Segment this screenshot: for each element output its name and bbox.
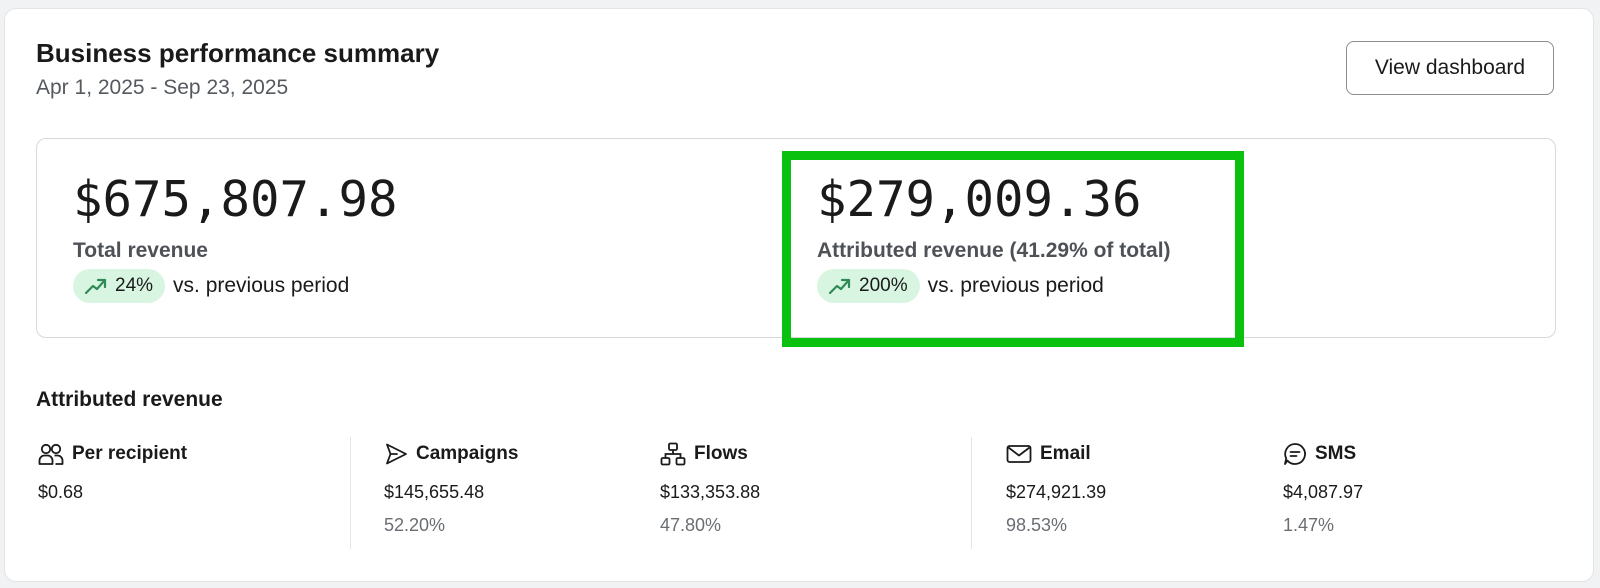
stat-per-recipient: Per recipient $0.68 <box>38 440 187 503</box>
stat-value: $274,921.39 <box>1006 482 1107 502</box>
send-icon <box>386 443 407 465</box>
highlight-box <box>782 151 1244 347</box>
stat-flows: Flows $133,353.88 47.80% <box>660 440 760 536</box>
stat-percentage: 98.53% <box>1006 515 1068 535</box>
change-value: 24% <box>115 275 154 296</box>
stat-email: Email $274,921.39 98.53% <box>1006 440 1106 536</box>
divider <box>350 437 351 549</box>
trending-up-icon <box>85 278 107 295</box>
date-range: Apr 1, 2025 - Sep 23, 2025 <box>36 76 289 99</box>
revenue-metrics-panel: $675,807.98 Total revenue 24% vs. previo… <box>36 138 1556 338</box>
stat-label: SMS <box>1315 443 1357 464</box>
view-dashboard-button[interactable]: View dashboard <box>1346 41 1554 95</box>
change-badge: 200% <box>817 269 920 303</box>
stat-value: $4,087.97 <box>1283 482 1364 502</box>
attributed-revenue-value: $279,009.36 <box>817 171 1142 228</box>
stat-label: Campaigns <box>416 443 519 464</box>
divider <box>971 437 972 549</box>
change-value: 200% <box>859 275 908 296</box>
comparison-text: vs. previous period <box>927 274 1104 297</box>
card-title: Business performance summary <box>36 38 440 68</box>
stat-label: Per recipient <box>72 443 188 464</box>
stat-percentage: 52.20% <box>384 515 446 535</box>
stat-value: $145,655.48 <box>384 482 485 502</box>
stat-percentage: 1.47% <box>1283 515 1335 535</box>
business-performance-card <box>4 8 1594 582</box>
total-revenue-value: $675,807.98 <box>73 171 398 228</box>
total-revenue-label: Total revenue <box>73 239 208 262</box>
mail-icon <box>1006 445 1032 463</box>
stat-percentage: 47.80% <box>660 515 722 535</box>
comparison-text: vs. previous period <box>173 274 350 297</box>
stat-value: $0.68 <box>38 482 84 502</box>
attributed-revenue-section-title: Attributed revenue <box>36 388 223 411</box>
change-badge: 24% <box>73 269 166 303</box>
people-icon <box>38 443 64 465</box>
stat-label: Email <box>1040 443 1091 464</box>
attributed-revenue-change: 200% vs. previous period <box>817 269 1104 303</box>
stat-sms: SMS $4,087.97 1.47% <box>1283 440 1363 536</box>
flow-icon <box>660 442 686 466</box>
stat-campaigns: Campaigns $145,655.48 52.20% <box>384 440 518 536</box>
chat-icon <box>1284 443 1306 465</box>
attributed-revenue-label: Attributed revenue (41.29% of total) <box>817 239 1171 262</box>
stat-value: $133,353.88 <box>660 482 761 502</box>
total-revenue-change: 24% vs. previous period <box>73 269 349 303</box>
trending-up-icon <box>829 278 851 295</box>
stat-label: Flows <box>694 443 748 464</box>
